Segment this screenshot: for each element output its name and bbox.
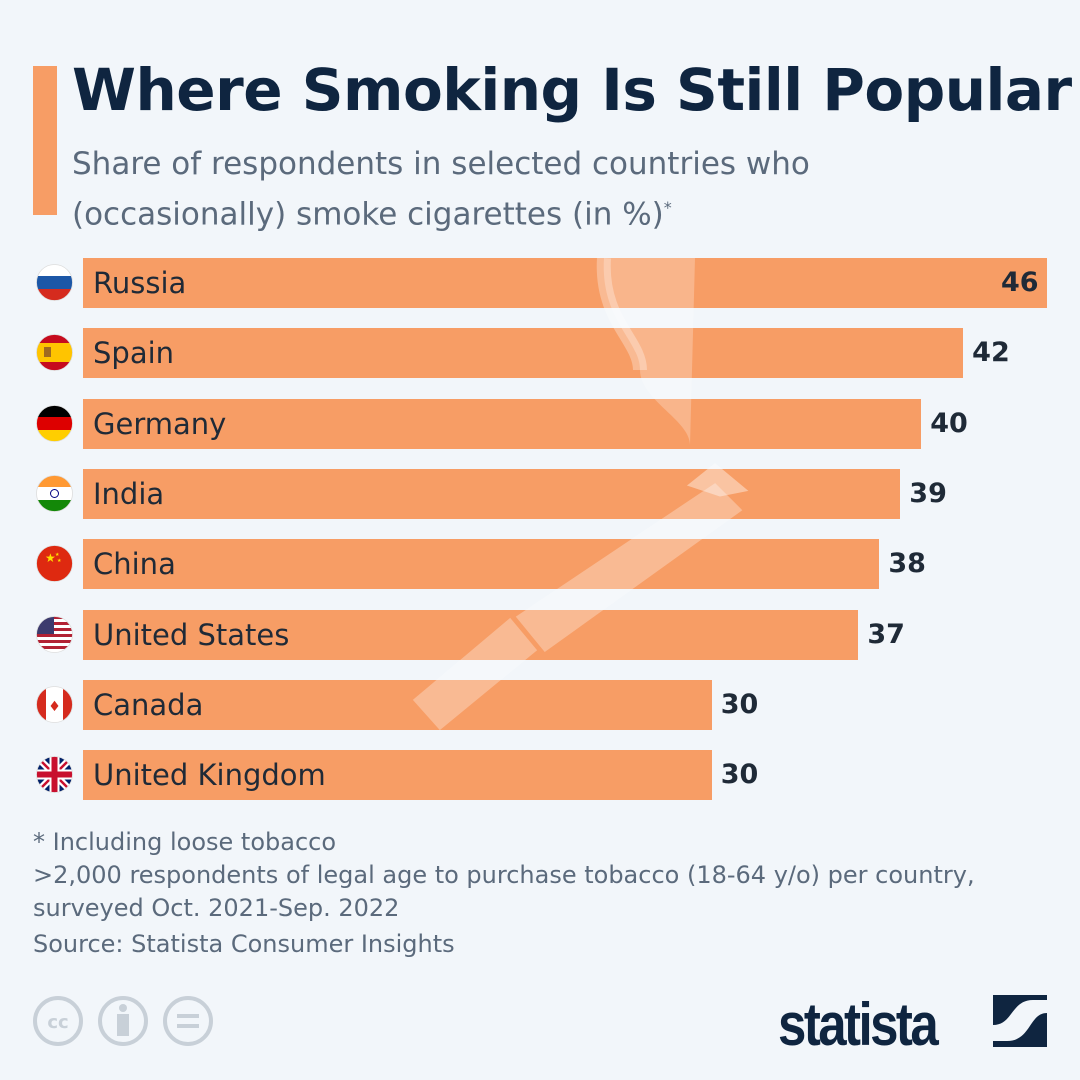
creative-commons-icons[interactable]: cc: [32, 995, 222, 1047]
value-label: 37: [867, 618, 905, 650]
russia-flag-icon: [36, 264, 73, 301]
svg-text:★: ★: [55, 552, 60, 558]
cc-icon: [33, 996, 83, 1046]
title-accent-bar: [33, 66, 57, 215]
source-text: Source: Statista Consumer Insights: [33, 930, 455, 958]
usa-flag-icon: [36, 615, 73, 653]
bar-spain: [83, 328, 964, 379]
china-flag-icon: ★ ★★: [36, 545, 73, 583]
category-label: Russia: [93, 266, 187, 300]
subtitle-footnote-mark: *: [663, 198, 672, 217]
category-label: United Kingdom: [93, 758, 326, 793]
category-label: Spain: [93, 336, 175, 371]
statista-logo-mark-icon: [993, 995, 1047, 1047]
bar-canada: [83, 679, 712, 730]
bar-united-states: [83, 609, 859, 660]
category-label: Germany: [93, 406, 227, 441]
value-label: 46: [1001, 267, 1039, 298]
india-flag-icon: [36, 474, 73, 512]
category-label: Canada: [93, 687, 204, 722]
chart-subtitle: Share of respondents in selected countri…: [72, 142, 872, 236]
subtitle-text: Share of respondents in selected countri…: [72, 146, 810, 233]
category-label: United States: [93, 617, 290, 652]
attribution-icon: [98, 996, 148, 1046]
value-label: 30: [720, 688, 759, 720]
spain-flag-icon: [36, 334, 73, 372]
value-label: 30: [720, 759, 759, 791]
canada-flag-icon: ♦: [36, 685, 73, 723]
value-label: 42: [972, 337, 1010, 369]
bar-united-kingdom: [83, 750, 712, 801]
bar-china: [83, 539, 880, 590]
category-label: India: [93, 476, 165, 511]
value-label: 40: [930, 407, 968, 439]
footnote-line: >2,000 respondents of legal age to purch…: [33, 861, 975, 889]
svg-text:★: ★: [45, 551, 56, 565]
value-label: 38: [888, 548, 926, 580]
bar-india: [83, 468, 901, 519]
footnote-line: * Including loose tobacco: [33, 828, 337, 856]
footnotes: * Including loose tobacco >2,000 respond…: [33, 826, 975, 925]
bar-germany: [83, 398, 922, 449]
svg-text:cc: cc: [47, 1012, 68, 1033]
uk-flag-icon: [36, 756, 73, 793]
footnote-line: surveyed Oct. 2021-Sep. 2022: [33, 894, 400, 922]
category-label: China: [93, 547, 176, 582]
no-derivatives-icon: [163, 996, 213, 1046]
bar-russia: [83, 258, 1047, 308]
chart-title: Where Smoking Is Still Popular: [72, 56, 1072, 124]
value-label: 39: [909, 477, 947, 509]
germany-flag-icon: [36, 404, 73, 442]
svg-text:♦: ♦: [48, 699, 61, 715]
statista-logo: statista: [778, 991, 939, 1058]
svg-text:★: ★: [57, 558, 62, 564]
